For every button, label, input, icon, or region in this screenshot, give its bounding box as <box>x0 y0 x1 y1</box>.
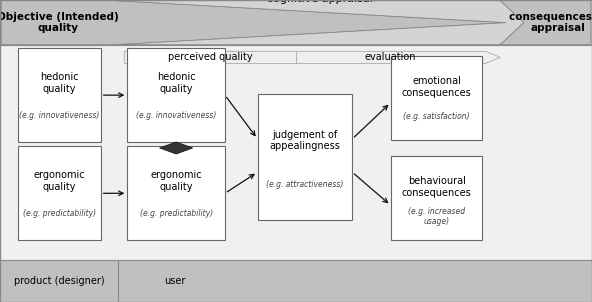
Polygon shape <box>124 51 500 63</box>
Text: (e.g. predictability): (e.g. predictability) <box>140 209 213 218</box>
FancyBboxPatch shape <box>127 146 225 240</box>
Text: perceived quality: perceived quality <box>168 52 252 63</box>
Text: user: user <box>165 276 186 286</box>
FancyBboxPatch shape <box>127 48 225 142</box>
Text: emotional
consequences: emotional consequences <box>402 76 471 98</box>
Text: behavioural
consequences: behavioural consequences <box>402 176 471 198</box>
Text: ergonomic
quality: ergonomic quality <box>150 170 202 192</box>
Text: Objective (Intended)
quality: Objective (Intended) quality <box>0 12 118 34</box>
Text: (e.g. innovativeness): (e.g. innovativeness) <box>19 111 99 120</box>
Text: (e.g. innovativeness): (e.g. innovativeness) <box>136 111 216 120</box>
Text: ergonomic
quality: ergonomic quality <box>33 170 85 192</box>
Text: hedonic
quality: hedonic quality <box>40 72 79 94</box>
Text: (e.g. predictability): (e.g. predictability) <box>22 209 96 218</box>
Text: (e.g. attractiveness): (e.g. attractiveness) <box>266 180 343 189</box>
Bar <box>0 260 592 302</box>
FancyBboxPatch shape <box>18 146 101 240</box>
FancyBboxPatch shape <box>258 94 352 220</box>
Text: (e.g. increased
usage): (e.g. increased usage) <box>408 207 465 226</box>
Text: hedonic
quality: hedonic quality <box>157 72 195 94</box>
Polygon shape <box>115 1 524 45</box>
Text: consequences of
appraisal: consequences of appraisal <box>509 12 592 34</box>
Text: product (designer): product (designer) <box>14 276 105 286</box>
Bar <box>0 0 592 45</box>
FancyBboxPatch shape <box>391 56 482 140</box>
Text: evaluation: evaluation <box>365 52 416 63</box>
Text: cognitive appraisal: cognitive appraisal <box>266 0 373 4</box>
Text: judgement of
appealingness: judgement of appealingness <box>269 130 340 151</box>
FancyBboxPatch shape <box>391 156 482 240</box>
Polygon shape <box>500 1 591 45</box>
Polygon shape <box>159 142 193 154</box>
Text: (e.g. satisfaction): (e.g. satisfaction) <box>403 112 470 121</box>
Polygon shape <box>1 1 506 45</box>
FancyBboxPatch shape <box>18 48 101 142</box>
